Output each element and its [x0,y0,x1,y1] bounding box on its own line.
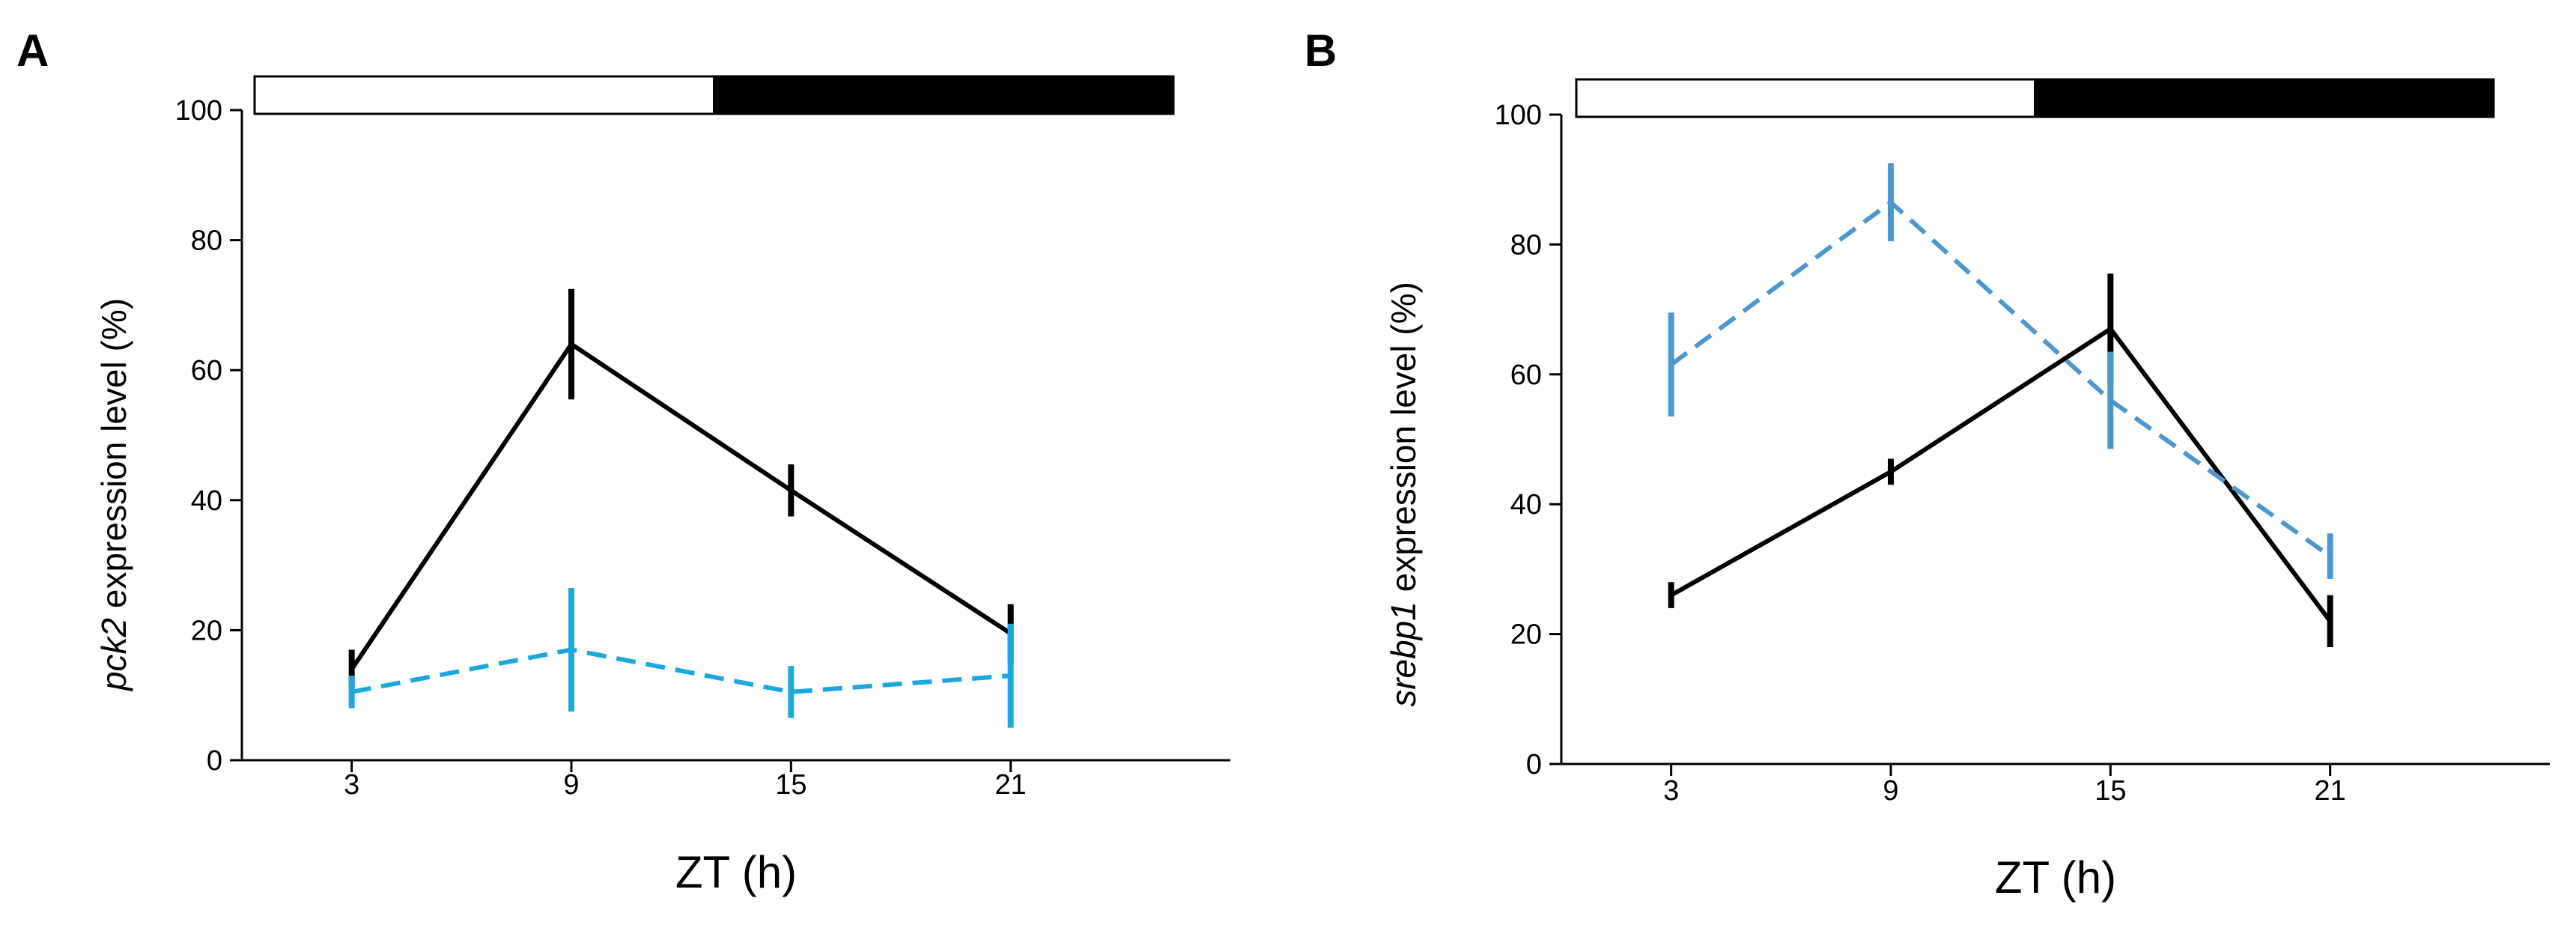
y-tick-label: 80 [1510,229,1542,261]
y-tick-label: 100 [1495,100,1542,131]
light-period-bar [1575,78,2036,118]
data-point [571,649,572,651]
x-axis-title: ZT (h) [675,847,797,897]
series-1 [348,288,1014,689]
data-point [2329,555,2331,557]
y-axis-title: pck2 expression level (%) [94,298,133,692]
panel-b: B 0 20 40 60 80 100 3 9 15 21 ZT (h) srebp1 expressi… [1304,25,2550,903]
series-line [1670,327,2333,623]
series-2 [348,587,1014,728]
panel-letter: A [16,25,49,76]
x-axis-title: ZT (h) [1995,852,2116,903]
panel-letter: B [1304,25,1337,76]
data-point [350,668,353,670]
series-line [1669,200,2332,559]
x-tick-label: 21 [995,769,1027,801]
data-point [1890,470,1892,473]
y-tick-label: 60 [1510,360,1542,391]
series-2 [1668,163,2333,579]
data-point [350,691,353,693]
y-axis-title-rest: expression level (%) [1384,282,1423,601]
y-axis-title-gene: srebp1 [1384,601,1423,707]
x-tick-label: 21 [2315,775,2346,807]
data-point [1009,675,1012,677]
y-tick-label: 40 [191,485,222,517]
dark-period-bar [713,75,1175,115]
y-tick-label: 0 [1526,749,1542,780]
series-1 [1668,273,2333,647]
data-point [1890,201,1892,204]
data-point [790,489,792,491]
y-axis-title-rest: expression level (%) [94,298,133,618]
y-axis-title: srebp1 expression level (%) [1384,282,1423,707]
y-tick-label: 20 [191,615,222,646]
x-tick-label: 3 [1663,775,1679,807]
y-tick-label: 80 [191,225,222,257]
x-tick-label: 3 [344,769,359,801]
series-line [351,647,1011,694]
dark-period-bar [2034,78,2495,118]
x-tick-label: 15 [775,769,806,801]
data-point [2109,399,2112,401]
data-point [1670,594,1672,596]
y-axis-title-gene: pck2 [94,618,133,692]
series-line [350,342,1012,671]
data-point [571,343,572,345]
data-point [2109,328,2112,330]
y-tick-label: 0 [207,745,222,777]
y-tick-label: 20 [1510,619,1542,651]
panel-a: A 0 20 40 60 80 100 3 9 15 21 ZT (h) pck2 expression… [16,25,1230,897]
light-period-bar [253,75,715,115]
data-point [2329,620,2331,622]
data-point [1670,363,1672,366]
y-tick-label: 40 [1510,489,1542,521]
y-tick-label: 60 [191,355,222,386]
data-point [790,691,792,693]
y-tick-label: 100 [175,95,222,127]
x-tick-label: 15 [2094,775,2126,807]
x-tick-label: 9 [1883,775,1898,807]
x-tick-label: 9 [563,769,579,801]
